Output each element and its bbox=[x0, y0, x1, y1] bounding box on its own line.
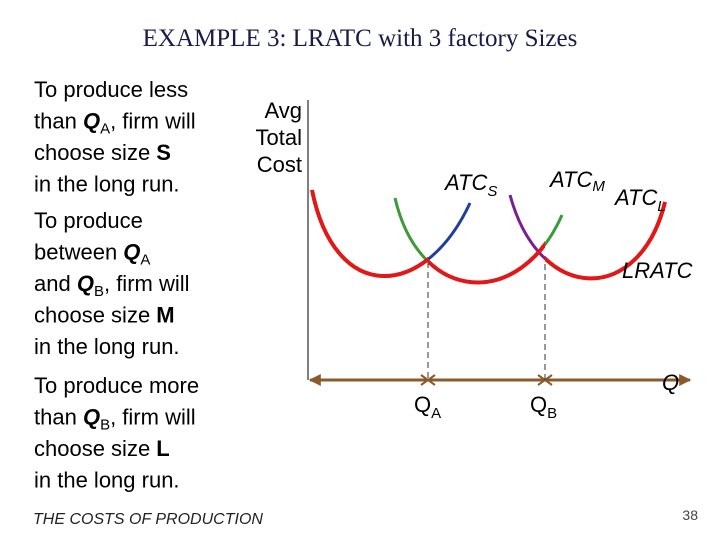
text: To produce bbox=[34, 208, 143, 233]
label: ATC bbox=[613, 185, 657, 210]
subscript: B bbox=[94, 283, 104, 300]
text-line: To produce bbox=[34, 208, 143, 233]
text-line: between QA bbox=[34, 240, 150, 269]
text-line: choose size S bbox=[34, 140, 171, 165]
bold-text: Q bbox=[123, 240, 140, 265]
text-line: To produce more bbox=[34, 373, 199, 398]
text-line: and QB, firm will bbox=[34, 271, 190, 300]
label-sub: L bbox=[657, 198, 665, 215]
text: , firm will bbox=[110, 405, 196, 430]
label-sub: M bbox=[592, 178, 605, 195]
text: To produce more bbox=[34, 373, 199, 398]
text: between bbox=[34, 240, 123, 265]
title: EXAMPLE 3: LRATC with 3 factory Sizes bbox=[143, 25, 578, 52]
text: in the long run. bbox=[34, 468, 180, 493]
text: , firm will bbox=[104, 271, 190, 296]
subscript: B bbox=[100, 417, 110, 434]
bold-text: M bbox=[156, 303, 174, 328]
label: ATC bbox=[443, 170, 487, 195]
text-line: choose size L bbox=[34, 436, 170, 461]
text-line: than QB, firm will bbox=[34, 405, 196, 434]
text: in the long run. bbox=[34, 172, 180, 197]
label-sub: S bbox=[487, 183, 497, 200]
text: choose size bbox=[34, 436, 156, 461]
lratc-part bbox=[545, 201, 667, 281]
footer: THE COSTS OF PRODUCTION bbox=[33, 511, 263, 528]
label: Q bbox=[414, 392, 431, 417]
subscript: A bbox=[100, 121, 110, 138]
lratc-part bbox=[428, 240, 545, 285]
label-sub: A bbox=[431, 405, 441, 422]
atc-s-label: ATCS bbox=[443, 170, 497, 200]
text-line: in the long run. bbox=[34, 334, 180, 359]
qb-label: QB bbox=[530, 392, 557, 422]
text: than bbox=[34, 109, 83, 134]
text: To produce less bbox=[34, 77, 188, 102]
text-line: than QA, firm will bbox=[34, 109, 196, 138]
text: choose size bbox=[34, 140, 156, 165]
bold-text: S bbox=[156, 140, 171, 165]
text-line: in the long run. bbox=[34, 172, 180, 197]
atc-s-curve bbox=[310, 189, 472, 278]
page-number: 38 bbox=[682, 507, 698, 523]
bold-text: Q bbox=[77, 271, 94, 296]
atc-l-label: ATCL bbox=[613, 185, 666, 215]
lratc-label: LRATC bbox=[622, 258, 693, 283]
atc-m-curve bbox=[393, 197, 564, 284]
text: in the long run. bbox=[34, 334, 180, 359]
label-sub: B bbox=[547, 405, 557, 422]
bold-text: Q bbox=[83, 109, 100, 134]
text-line: in the long run. bbox=[34, 468, 180, 493]
label: ATC bbox=[548, 167, 592, 192]
lratc-part bbox=[310, 189, 428, 278]
atc-m-label: ATCM bbox=[548, 167, 605, 195]
qa-label: QA bbox=[414, 392, 441, 422]
subscript: A bbox=[140, 252, 150, 269]
text-line: choose size M bbox=[34, 303, 175, 328]
y-label: Cost bbox=[257, 152, 302, 177]
bold-text: L bbox=[156, 436, 169, 461]
text: , firm will bbox=[110, 109, 196, 134]
y-label: Avg bbox=[264, 98, 302, 123]
x-label: Q bbox=[662, 370, 679, 395]
text: choose size bbox=[34, 303, 156, 328]
label: Q bbox=[530, 392, 547, 417]
y-label: Total bbox=[256, 125, 302, 150]
bold-text: Q bbox=[83, 405, 100, 430]
text-line: To produce less bbox=[34, 77, 188, 102]
text: and bbox=[34, 271, 77, 296]
text: than bbox=[34, 405, 83, 430]
